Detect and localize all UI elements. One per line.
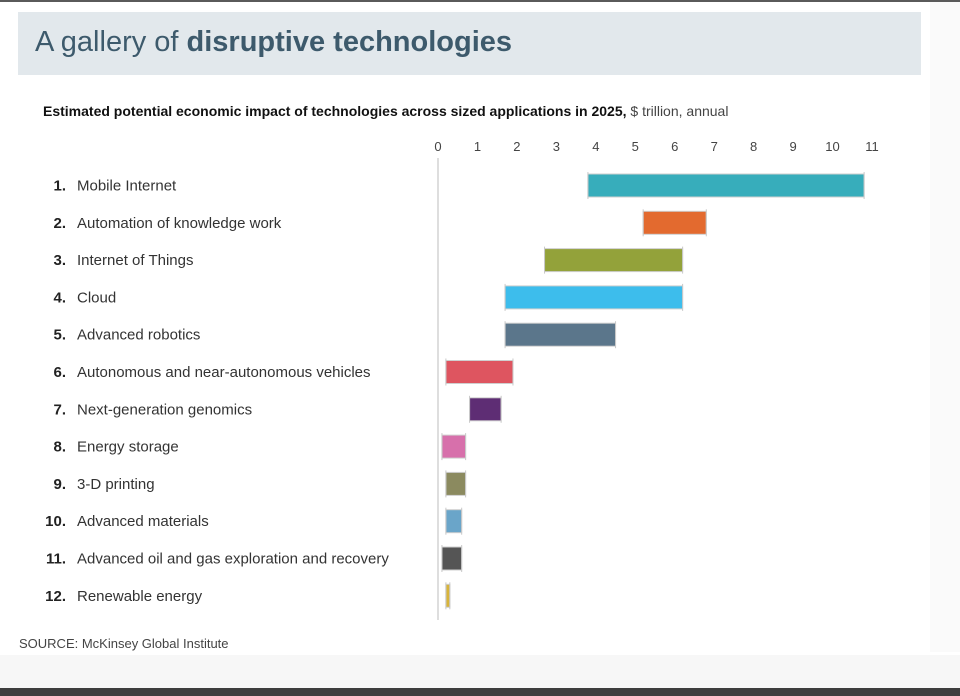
x-tick-label: 0 — [434, 139, 441, 154]
category-label: 3-D printing — [77, 476, 155, 493]
category-label: Renewable energy — [77, 588, 203, 605]
x-tick-label: 10 — [825, 139, 839, 154]
range-bar-chart: 0 1 2 3 4 5 6 7 8 9 10 11 1. Mobile Internet 2. Automat… — [45, 139, 879, 620]
category-rank: 2. — [53, 215, 66, 232]
category-rank: 1. — [53, 178, 66, 195]
range-bar — [445, 360, 514, 384]
right-shade — [930, 2, 960, 652]
range-bar — [441, 546, 463, 571]
category-label: Cloud — [77, 289, 116, 306]
subtitle-unit: $ trillion, annual — [626, 103, 729, 119]
category-rank: 9. — [53, 476, 66, 493]
category-label: Autonomous and near-autonomous vehicles — [77, 364, 371, 381]
top-rule — [0, 0, 960, 2]
range-bar — [504, 285, 684, 310]
title-bold: disruptive technologies — [186, 26, 513, 58]
category-label: Advanced robotics — [77, 327, 200, 344]
category-label: Advanced oil and gas exploration and rec… — [77, 551, 389, 568]
category-rank: 10. — [45, 513, 66, 530]
subtitle-separator: , — [622, 103, 627, 119]
x-tick-label: 4 — [592, 139, 599, 154]
bottom-rule — [0, 688, 960, 696]
category-label: Energy storage — [77, 439, 179, 456]
category-label: Automation of knowledge work — [77, 215, 282, 232]
x-tick-label: 5 — [632, 139, 639, 154]
range-bar — [587, 173, 865, 198]
category-rank: 7. — [53, 401, 66, 418]
title-banner: A gallery of disruptive technologies — [18, 12, 921, 75]
page-title: A gallery of disruptive technologies — [35, 26, 512, 59]
bottom-band — [0, 655, 960, 688]
category-label: Next-generation genomics — [77, 401, 252, 418]
category-rank: 3. — [53, 252, 66, 269]
category-rank: 6. — [53, 364, 66, 381]
range-bar — [441, 434, 467, 459]
range-bar — [544, 248, 684, 273]
x-tick-label: 3 — [553, 139, 560, 154]
category-label: Advanced materials — [77, 513, 209, 530]
category-rank: 12. — [45, 588, 66, 605]
category-rank: 5. — [53, 327, 66, 344]
source-note: SOURCE: McKinsey Global Institute — [19, 636, 229, 651]
range-bar — [445, 509, 463, 534]
range-bar — [445, 583, 451, 608]
x-tick-label: 8 — [750, 139, 757, 154]
range-bar — [445, 471, 467, 496]
category-rank: 4. — [53, 289, 66, 306]
range-bar — [642, 210, 707, 235]
x-tick-label: 1 — [474, 139, 481, 154]
subtitle-bold: Estimated potential economic impact of t… — [43, 103, 623, 119]
category-label: Mobile Internet — [77, 178, 177, 195]
x-tick-label: 7 — [711, 139, 718, 154]
chart-subtitle: Estimated potential economic impact of t… — [43, 103, 728, 119]
range-bar — [469, 397, 502, 422]
x-tick-label: 9 — [789, 139, 796, 154]
category-rank: 11. — [46, 551, 66, 568]
x-tick-label: 2 — [513, 139, 520, 154]
x-tick-label: 11 — [865, 139, 879, 154]
category-label: Internet of Things — [77, 252, 193, 269]
category-rank: 8. — [53, 439, 66, 456]
x-tick-label: 6 — [671, 139, 678, 154]
range-bar — [504, 322, 617, 347]
title-light: A gallery of — [35, 26, 187, 58]
